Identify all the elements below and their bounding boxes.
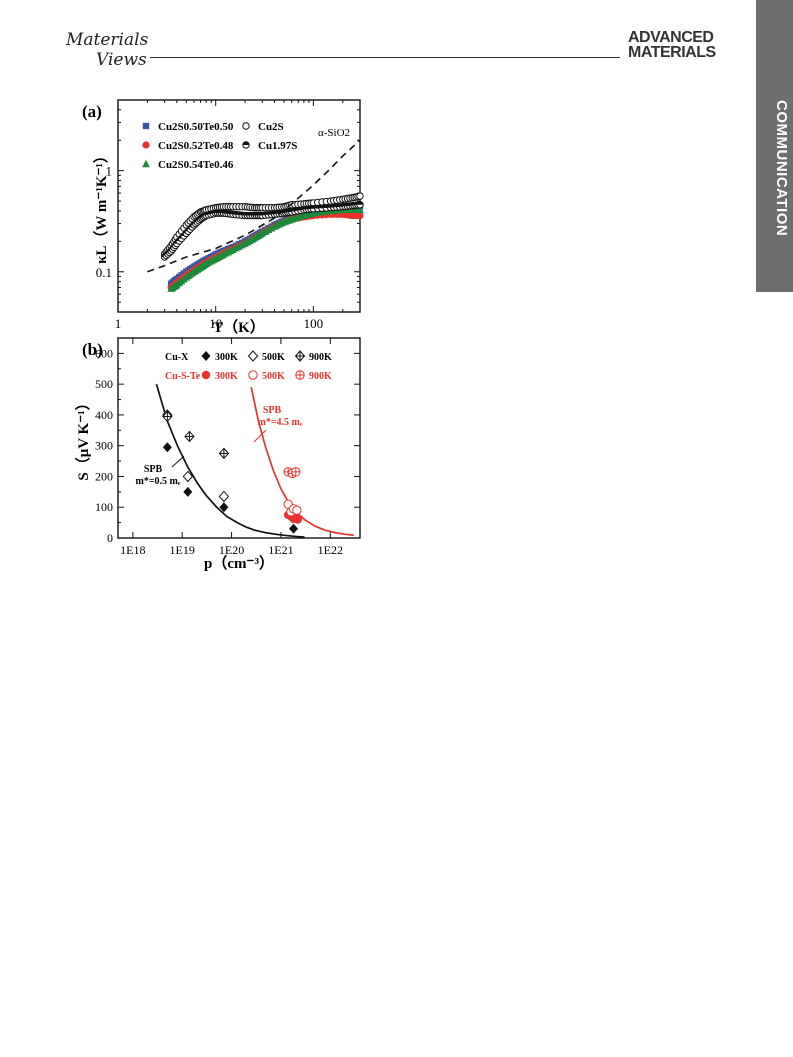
x-tick-label-a: 10	[209, 316, 222, 331]
logo-left-line2: Views	[96, 50, 147, 70]
advanced-materials-logo: ADVANCED MATERIALS	[628, 29, 736, 61]
legend-label-2: Cu2S0.54Te0.46	[158, 159, 234, 171]
legend-temp-cux-0: 300K	[215, 352, 238, 363]
section-label: COMMUNICATION	[773, 100, 790, 237]
panel-label-b: (b)	[82, 340, 103, 359]
legend-marker-3	[242, 122, 250, 130]
materials-views-logo: Materials Views	[66, 30, 156, 74]
logo-left-line1: Materials	[66, 30, 149, 50]
logo-right-line2: MATERIALS	[628, 44, 716, 61]
header-divider	[150, 57, 620, 58]
legend-marker-custe-2	[295, 370, 305, 380]
legend-marker-2	[142, 159, 150, 168]
data-point	[356, 205, 364, 214]
legend-marker-4	[242, 141, 250, 149]
y-tick-label-a: 0.1	[96, 265, 112, 280]
x-axis-label-a: T（K）	[213, 318, 265, 336]
spb-arrow-black	[171, 455, 185, 468]
data-point	[292, 505, 302, 516]
y-tick-label-b: 0	[107, 531, 113, 545]
series-a-2	[167, 205, 364, 292]
data-point	[219, 502, 229, 513]
spb-annotation-black-l2: m*=0.5 mₑ	[136, 476, 181, 487]
legend-marker-custe-0	[201, 370, 211, 380]
y-tick-label-b: 300	[95, 439, 113, 453]
data-point	[356, 192, 364, 200]
legend-temp-cux-1: 500K	[262, 352, 285, 363]
legend-temp-custe-1: 500K	[262, 371, 285, 382]
x-tick-label-b: 1E20	[219, 543, 244, 557]
legend-temp-custe-2: 900K	[309, 371, 332, 382]
data-point	[162, 410, 173, 423]
legend-temp-cux-2: 900K	[309, 352, 332, 363]
spb-annotation-black-l1: SPB	[144, 464, 163, 475]
x-tick-label-a: 1	[115, 316, 122, 331]
sio2-annotation: α-SiO2	[318, 127, 350, 139]
legend-label-0: Cu2S0.50Te0.50	[158, 121, 234, 133]
data-point-half	[356, 201, 364, 205]
section-side-tab: COMMUNICATION	[756, 0, 793, 292]
data-point	[291, 467, 301, 477]
legend-row2-label: Cu-S-Te	[165, 371, 201, 382]
legend-label-1: Cu2S0.52Te0.48	[158, 140, 234, 152]
x-tick-label-a: 100	[304, 316, 324, 331]
spb-curve-0	[155, 383, 305, 538]
sio2-dashed-line	[147, 139, 361, 273]
data-point	[293, 515, 303, 524]
y-tick-label-b: 400	[95, 408, 113, 422]
data-point	[356, 211, 364, 220]
x-tick-label-b: 1E21	[268, 543, 293, 557]
data-point	[182, 470, 194, 483]
series-a-5	[147, 139, 361, 273]
data-point	[162, 442, 172, 453]
data-point	[184, 430, 195, 443]
series-a-4	[160, 201, 364, 261]
legend-label-3: Cu2S	[258, 121, 284, 133]
spb-annotation-red-l2: m*=4.5 mₑ	[258, 417, 303, 428]
legend-marker-cux-2	[294, 350, 306, 362]
data-point	[356, 201, 364, 209]
y-tick-label-b: 200	[95, 469, 113, 483]
x-tick-label-b: 1E22	[318, 543, 343, 557]
panel-a: (a) 1 10 100 0.1 1 T（K） κL（W m⁻¹K⁻¹） α-SiO2 Cu2S0…	[82, 99, 364, 336]
legend-marker-cux-1	[247, 350, 259, 362]
spb-annotation-red-l1: SPB	[263, 405, 282, 416]
panel-b: (b) 1E18 1E19 1E20 1E21 1E22 0 100 200 300 400 500 6…	[74, 337, 361, 572]
legend-marker-cux-0	[201, 351, 211, 361]
y-tick-label-b: 100	[95, 500, 113, 514]
legend-marker-4-half	[242, 141, 250, 145]
y-tick-label-b: 500	[95, 377, 113, 391]
y-axis-label-a: κL（W m⁻¹K⁻¹）	[92, 148, 110, 264]
plot-frame-b	[117, 337, 361, 539]
legend-temp-custe-0: 300K	[215, 371, 238, 382]
data-point	[218, 447, 230, 460]
y-tick-label-b: 600	[95, 346, 113, 360]
data-point	[218, 490, 230, 503]
legend-row1-label: Cu-X	[165, 352, 189, 363]
legend-marker-1	[142, 141, 150, 149]
legend-marker-custe-1	[248, 370, 258, 380]
y-axis-label-b: S（μV K⁻¹）	[74, 395, 92, 480]
data-point	[289, 523, 299, 534]
x-tick-label-b: 1E19	[170, 543, 195, 557]
legend-label-4: Cu1.97S	[258, 140, 297, 152]
y-tick-label-a: 1	[106, 164, 113, 179]
data-point	[183, 486, 193, 497]
spb-arrow-red	[253, 429, 267, 443]
legend-marker-0	[142, 122, 150, 130]
panel-label-a: (a)	[82, 102, 102, 121]
x-tick-label-b: 1E18	[120, 543, 145, 557]
logo-right-line1: ADVANCED	[628, 29, 714, 46]
x-axis-label-b: p（cm⁻³）	[204, 554, 274, 572]
